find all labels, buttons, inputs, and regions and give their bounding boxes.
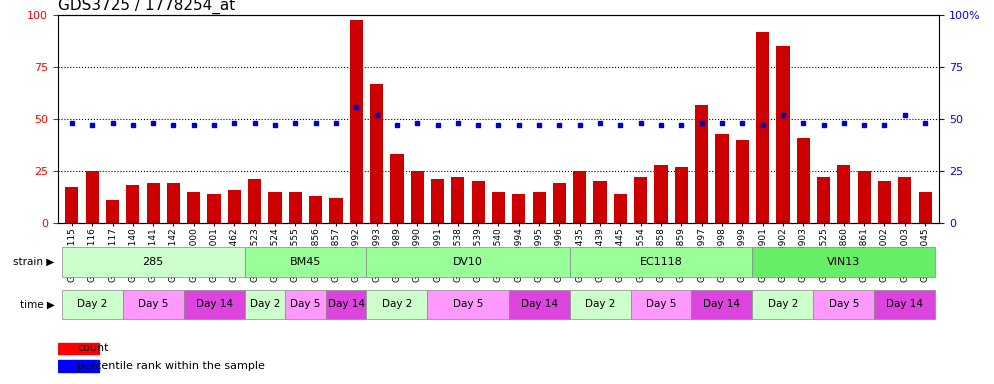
Bar bbox=[58, 360, 98, 372]
Bar bbox=[309, 196, 322, 223]
Bar bbox=[878, 181, 891, 223]
Bar bbox=[553, 183, 566, 223]
Bar bbox=[813, 290, 875, 319]
Text: percentile rank within the sample: percentile rank within the sample bbox=[78, 361, 265, 371]
Bar bbox=[431, 179, 444, 223]
Bar bbox=[918, 192, 931, 223]
Text: Day 5: Day 5 bbox=[138, 299, 168, 310]
Bar bbox=[630, 290, 692, 319]
Bar bbox=[817, 177, 830, 223]
Text: count: count bbox=[78, 343, 108, 353]
Bar bbox=[391, 154, 404, 223]
Text: GDS3725 / 1778254_at: GDS3725 / 1778254_at bbox=[58, 0, 235, 14]
Text: VIN13: VIN13 bbox=[827, 257, 861, 267]
Bar bbox=[326, 290, 367, 319]
Bar bbox=[512, 194, 526, 223]
Bar bbox=[692, 290, 752, 319]
Text: Day 2: Day 2 bbox=[249, 299, 280, 310]
Bar bbox=[329, 198, 343, 223]
Bar bbox=[367, 290, 427, 319]
Bar bbox=[634, 177, 647, 223]
Text: BM45: BM45 bbox=[290, 257, 321, 267]
Bar bbox=[126, 185, 139, 223]
Bar bbox=[593, 181, 606, 223]
Bar bbox=[367, 247, 570, 277]
Text: Day 2: Day 2 bbox=[382, 299, 413, 310]
Bar bbox=[167, 183, 180, 223]
Bar bbox=[122, 290, 184, 319]
Bar bbox=[471, 181, 485, 223]
Text: Day 5: Day 5 bbox=[290, 299, 321, 310]
Bar bbox=[752, 290, 813, 319]
Bar bbox=[796, 138, 810, 223]
Text: Day 14: Day 14 bbox=[704, 299, 741, 310]
Bar bbox=[574, 171, 586, 223]
Bar bbox=[411, 171, 423, 223]
Text: time ▶: time ▶ bbox=[20, 299, 55, 310]
Bar bbox=[570, 247, 752, 277]
Text: 285: 285 bbox=[142, 257, 164, 267]
Bar bbox=[756, 32, 769, 223]
Bar bbox=[245, 247, 367, 277]
Bar bbox=[62, 290, 122, 319]
Bar bbox=[837, 165, 851, 223]
Bar bbox=[427, 290, 509, 319]
Bar bbox=[370, 84, 384, 223]
Text: Day 14: Day 14 bbox=[328, 299, 365, 310]
Text: DV10: DV10 bbox=[453, 257, 483, 267]
Bar bbox=[106, 200, 119, 223]
Bar bbox=[570, 290, 630, 319]
Text: Day 5: Day 5 bbox=[646, 299, 676, 310]
Bar bbox=[752, 247, 935, 277]
Bar bbox=[245, 290, 285, 319]
Bar bbox=[228, 190, 241, 223]
Bar bbox=[208, 194, 221, 223]
Text: EC1118: EC1118 bbox=[639, 257, 683, 267]
Bar bbox=[613, 194, 627, 223]
Bar bbox=[58, 343, 98, 354]
Bar bbox=[858, 171, 871, 223]
Bar bbox=[695, 104, 709, 223]
Bar bbox=[285, 290, 326, 319]
Bar bbox=[509, 290, 570, 319]
Text: Day 14: Day 14 bbox=[196, 299, 233, 310]
Bar bbox=[187, 192, 201, 223]
Bar bbox=[675, 167, 688, 223]
Bar bbox=[492, 192, 505, 223]
Bar bbox=[146, 183, 160, 223]
Bar bbox=[533, 192, 546, 223]
Bar bbox=[776, 46, 789, 223]
Text: Day 14: Day 14 bbox=[887, 299, 923, 310]
Text: Day 2: Day 2 bbox=[584, 299, 615, 310]
Text: Day 5: Day 5 bbox=[453, 299, 483, 310]
Bar bbox=[268, 192, 281, 223]
Bar bbox=[875, 290, 935, 319]
Text: Day 2: Day 2 bbox=[77, 299, 107, 310]
Bar bbox=[899, 177, 911, 223]
Text: Day 2: Day 2 bbox=[767, 299, 798, 310]
Bar bbox=[62, 247, 245, 277]
Bar bbox=[85, 171, 98, 223]
Text: Day 5: Day 5 bbox=[829, 299, 859, 310]
Bar bbox=[248, 179, 261, 223]
Text: strain ▶: strain ▶ bbox=[14, 257, 55, 267]
Bar bbox=[184, 290, 245, 319]
Bar bbox=[66, 187, 79, 223]
Bar bbox=[716, 134, 729, 223]
Bar bbox=[451, 177, 464, 223]
Bar bbox=[654, 165, 668, 223]
Bar bbox=[350, 20, 363, 223]
Bar bbox=[736, 140, 748, 223]
Text: Day 14: Day 14 bbox=[521, 299, 558, 310]
Bar bbox=[288, 192, 302, 223]
